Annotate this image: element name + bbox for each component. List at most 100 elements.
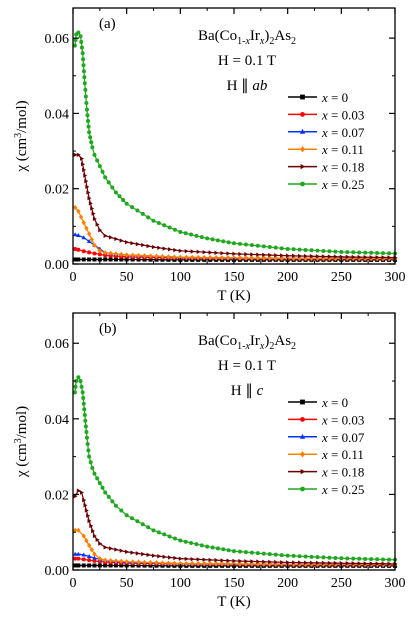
data-point <box>154 257 159 262</box>
data-point <box>166 254 171 260</box>
data-point <box>351 556 356 561</box>
data-point <box>98 227 103 233</box>
data-point <box>162 223 167 228</box>
compound-formula: Ba(Co1-xIrx)2As2 <box>198 333 296 352</box>
data-point <box>279 246 284 251</box>
data-point <box>85 184 90 190</box>
data-point <box>81 249 86 254</box>
data-point <box>119 238 124 243</box>
data-point <box>87 130 92 135</box>
legend-marker <box>300 112 305 117</box>
y-axis-label: χ (cm3/mol) <box>13 406 30 478</box>
data-point <box>81 533 86 539</box>
data-point <box>130 240 135 246</box>
data-point <box>157 245 162 251</box>
data-point <box>79 156 84 161</box>
data-point <box>315 560 320 566</box>
x-tick-label: 150 <box>224 270 245 285</box>
data-point <box>113 257 118 262</box>
data-point <box>114 547 119 552</box>
x-tick-label: 0 <box>70 576 77 591</box>
data-point <box>345 556 350 561</box>
data-point <box>84 101 89 106</box>
data-point <box>119 548 124 553</box>
legend-item: x = 0 <box>288 395 348 410</box>
data-point <box>151 553 156 558</box>
y-tick-label: 0.06 <box>45 337 70 352</box>
data-point <box>82 407 87 412</box>
data-point <box>303 253 308 259</box>
data-point <box>207 255 213 261</box>
data-point <box>89 236 94 243</box>
data-point <box>190 556 195 562</box>
data-point <box>100 485 105 490</box>
field-label: H = 0.1 T <box>218 358 276 374</box>
data-point <box>375 250 380 255</box>
data-point <box>108 257 113 262</box>
data-point <box>86 190 91 195</box>
data-point <box>178 560 183 567</box>
y-axis-label: χ (cm3/mol) <box>13 100 30 172</box>
data-point <box>114 236 119 242</box>
data-point <box>81 552 86 557</box>
data-point <box>357 254 362 260</box>
data-point <box>387 561 392 567</box>
data-point <box>130 559 135 565</box>
data-point <box>292 253 297 259</box>
legend-item: x = 0.03 <box>288 412 364 427</box>
data-point <box>333 560 338 566</box>
data-point <box>221 239 226 244</box>
legend-label: x = 0.11 <box>321 142 364 157</box>
legend-label: x = 0.07 <box>321 125 365 140</box>
data-point <box>375 561 380 566</box>
data-point <box>168 247 172 252</box>
data-point <box>76 563 81 568</box>
data-point <box>76 556 81 561</box>
data-point <box>91 528 96 534</box>
data-point <box>196 557 201 562</box>
data-point <box>375 255 380 260</box>
data-point <box>232 251 237 257</box>
data-point <box>190 249 195 254</box>
data-point <box>79 39 84 44</box>
data-point <box>108 563 113 568</box>
data-point <box>225 561 231 567</box>
legend-marker <box>299 433 306 439</box>
data-point <box>103 490 108 495</box>
data-point <box>321 254 326 259</box>
data-point <box>226 251 231 256</box>
data-point <box>97 164 102 169</box>
data-point <box>381 251 386 256</box>
data-point <box>315 254 320 259</box>
data-point <box>90 465 95 470</box>
data-point <box>207 561 213 567</box>
data-point <box>351 250 356 255</box>
data-point <box>375 557 380 562</box>
data-point <box>255 243 260 248</box>
data-point <box>210 545 215 550</box>
data-point <box>220 558 225 563</box>
data-point <box>250 252 255 257</box>
x-tick-label: 250 <box>331 270 352 285</box>
data-point <box>92 471 97 476</box>
y-tick-label: 0.00 <box>45 564 70 579</box>
data-point <box>309 248 314 253</box>
data-point <box>268 559 273 565</box>
data-point <box>178 230 183 234</box>
data-point <box>103 253 108 258</box>
legend-marker <box>299 146 306 153</box>
data-point <box>121 198 126 202</box>
data-point <box>87 558 92 563</box>
data-point <box>81 57 86 62</box>
data-point <box>238 251 243 257</box>
y-tick-label: 0.00 <box>45 258 70 273</box>
x-tick-label: 100 <box>170 270 191 285</box>
compound-formula: Ba(Co1-xIrx)2As2 <box>198 28 296 47</box>
data-point <box>78 34 83 39</box>
data-point <box>173 555 178 561</box>
data-point <box>135 519 140 524</box>
data-point <box>202 557 207 562</box>
data-point <box>83 418 88 423</box>
data-point <box>81 563 86 568</box>
data-point <box>327 555 332 560</box>
